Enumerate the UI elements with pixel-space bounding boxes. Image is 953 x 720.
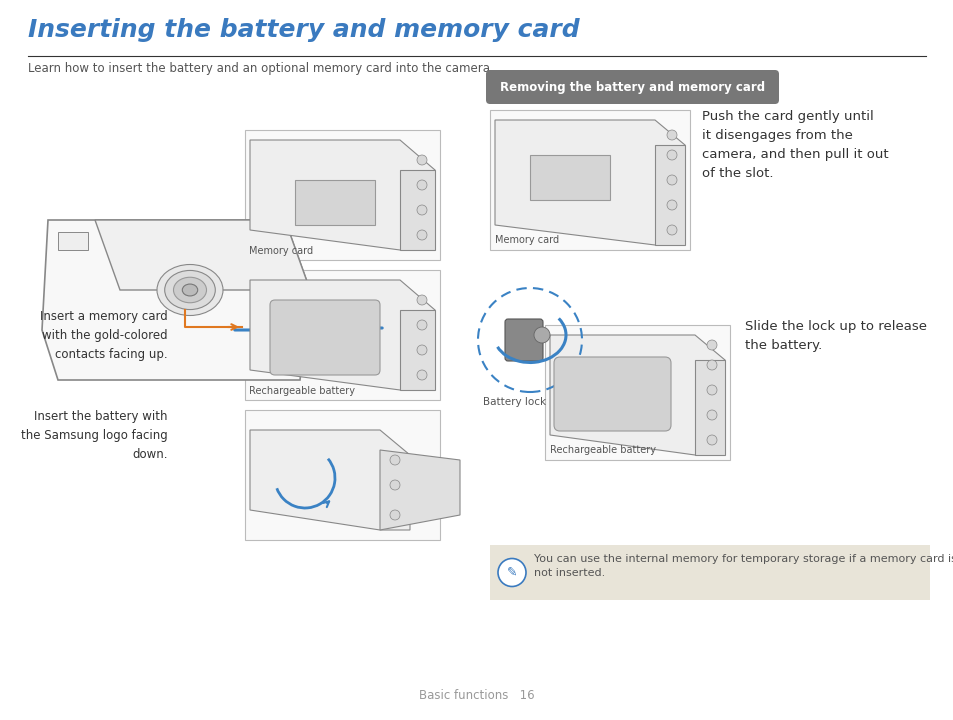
Bar bbox=[490, 545, 929, 600]
Polygon shape bbox=[550, 335, 724, 455]
Ellipse shape bbox=[182, 284, 197, 296]
FancyBboxPatch shape bbox=[485, 70, 779, 104]
Polygon shape bbox=[655, 145, 684, 245]
Text: Battery lock: Battery lock bbox=[482, 397, 545, 407]
Circle shape bbox=[416, 370, 427, 380]
Circle shape bbox=[416, 230, 427, 240]
Bar bbox=[280, 328, 308, 350]
Polygon shape bbox=[95, 220, 310, 290]
Text: Insert a memory card
with the gold-colored
contacts facing up.: Insert a memory card with the gold-color… bbox=[40, 310, 168, 361]
Circle shape bbox=[497, 559, 525, 587]
Circle shape bbox=[666, 150, 677, 160]
Bar bbox=[58, 232, 88, 250]
FancyBboxPatch shape bbox=[504, 319, 542, 361]
Text: Removing the battery and memory card: Removing the battery and memory card bbox=[499, 81, 764, 94]
Circle shape bbox=[416, 155, 427, 165]
Polygon shape bbox=[399, 170, 435, 250]
Polygon shape bbox=[695, 360, 724, 455]
Ellipse shape bbox=[173, 277, 206, 302]
Polygon shape bbox=[250, 280, 435, 390]
Circle shape bbox=[706, 435, 717, 445]
Bar bbox=[245, 130, 439, 260]
Circle shape bbox=[416, 320, 427, 330]
Text: You can use the internal memory for temporary storage if a memory card is
not in: You can use the internal memory for temp… bbox=[534, 554, 953, 578]
Circle shape bbox=[666, 130, 677, 140]
Text: Learn how to insert the battery and an optional memory card into the camera.: Learn how to insert the battery and an o… bbox=[28, 62, 494, 75]
Circle shape bbox=[390, 455, 399, 465]
Polygon shape bbox=[42, 220, 310, 380]
Circle shape bbox=[706, 385, 717, 395]
Bar bbox=[245, 410, 439, 540]
Text: Inserting the battery and memory card: Inserting the battery and memory card bbox=[28, 18, 579, 42]
Circle shape bbox=[666, 175, 677, 185]
Bar bbox=[490, 110, 689, 250]
Text: Slide the lock up to release
the battery.: Slide the lock up to release the battery… bbox=[744, 320, 926, 352]
Circle shape bbox=[666, 200, 677, 210]
Text: Rechargeable battery: Rechargeable battery bbox=[249, 386, 355, 396]
Text: Rechargeable battery: Rechargeable battery bbox=[550, 445, 656, 455]
Bar bbox=[530, 155, 609, 200]
Circle shape bbox=[416, 345, 427, 355]
Circle shape bbox=[666, 225, 677, 235]
Circle shape bbox=[390, 510, 399, 520]
Polygon shape bbox=[294, 180, 375, 225]
Text: Insert the battery with
the Samsung logo facing
down.: Insert the battery with the Samsung logo… bbox=[21, 410, 168, 461]
Polygon shape bbox=[250, 430, 410, 530]
Circle shape bbox=[416, 180, 427, 190]
Text: Push the card gently until
it disengages from the
camera, and then pull it out
o: Push the card gently until it disengages… bbox=[701, 110, 887, 180]
FancyBboxPatch shape bbox=[554, 357, 670, 431]
Polygon shape bbox=[250, 140, 435, 250]
Ellipse shape bbox=[165, 271, 215, 310]
Circle shape bbox=[706, 410, 717, 420]
Ellipse shape bbox=[157, 264, 223, 315]
Bar bbox=[544, 325, 729, 460]
Bar bbox=[245, 270, 439, 400]
FancyBboxPatch shape bbox=[270, 300, 379, 375]
Text: Basic functions   16: Basic functions 16 bbox=[418, 689, 535, 702]
Polygon shape bbox=[495, 120, 684, 245]
Circle shape bbox=[534, 327, 550, 343]
Text: Memory card: Memory card bbox=[495, 235, 558, 245]
Circle shape bbox=[416, 205, 427, 215]
Circle shape bbox=[706, 360, 717, 370]
Circle shape bbox=[416, 295, 427, 305]
Circle shape bbox=[706, 340, 717, 350]
Text: ✎: ✎ bbox=[506, 566, 517, 579]
Circle shape bbox=[390, 480, 399, 490]
Polygon shape bbox=[399, 310, 435, 390]
Text: Memory card: Memory card bbox=[249, 246, 313, 256]
Polygon shape bbox=[379, 450, 459, 530]
